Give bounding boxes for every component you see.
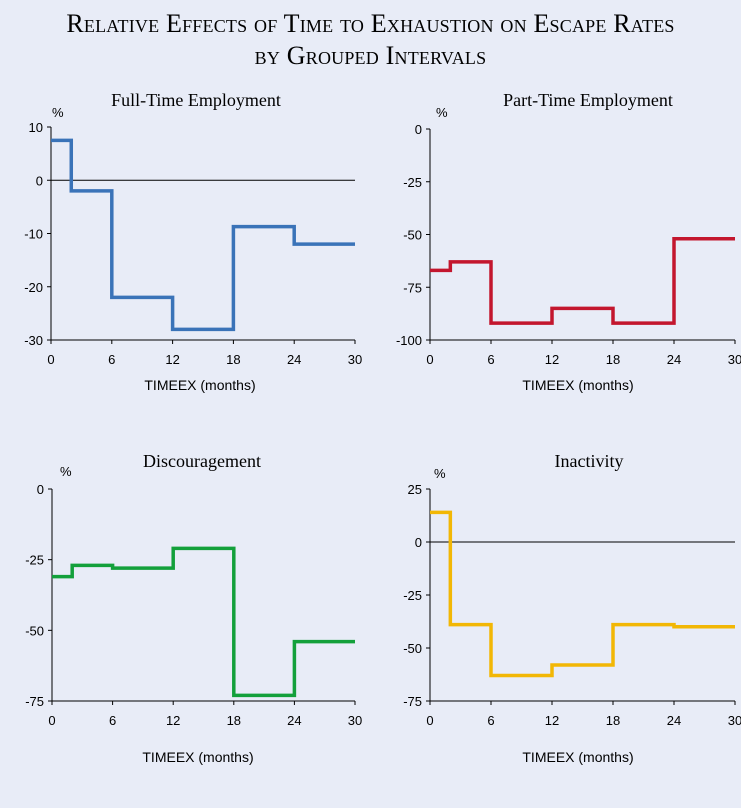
x-tick-label: 0 [426,352,433,367]
chart-part-time: Part-Time Employment% 0 -25 -50 -75 -100 0 6 12 1… [396,90,741,393]
y-tick-label: -50 [403,641,422,656]
x-tick-label: 18 [227,713,241,728]
y-tick-label: -30 [24,333,43,348]
y-unit-label: % [436,105,448,120]
chart-discouragement: Discouragement% 0 -25 -50 -75 0 6 12 18 24 30 TIMEE… [25,451,362,765]
x-tick-label: 0 [47,352,54,367]
x-tick-label: 0 [426,713,433,728]
y-tick-label: 25 [408,482,422,497]
x-tick-label: 30 [728,352,741,367]
y-unit-label: % [52,105,64,120]
page-title-line1: Relative Effects of Time to Exhaustion o… [66,9,675,38]
y-tick-label: -100 [396,333,422,348]
x-tick-label: 6 [487,352,494,367]
y-tick-label: 0 [415,535,422,550]
x-axis-label: TIMEEX (months) [522,377,633,393]
y-tick-label: 0 [415,122,422,137]
y-tick-label: -10 [24,227,43,242]
x-tick-label: 18 [606,713,620,728]
page-title-line2: by Grouped Intervals [254,41,487,70]
chart-inactivity: Inactivity% 25 0 -25 -50 -75 0 6 12 18 24 30 TIMEEX … [403,451,741,765]
series-line [430,236,735,325]
x-tick-label: 30 [728,713,741,728]
y-tick-label: -20 [24,280,43,295]
x-tick-label: 12 [545,352,559,367]
y-tick-label: 0 [36,173,43,188]
chart-full-time: Full-Time Employment% 10 0 -10 -20 -30 0 6 12 18 2… [24,90,362,393]
y-tick-label: -25 [403,588,422,603]
x-axis-label: TIMEEX (months) [144,377,255,393]
y-unit-label: % [60,464,72,479]
chart-title: Discouragement [143,451,261,471]
y-tick-label: 0 [37,482,44,497]
y-tick-label: 10 [29,120,43,135]
y-tick-label: -25 [25,553,44,568]
chart-title: Part-Time Employment [503,90,673,110]
x-tick-label: 24 [287,713,301,728]
x-tick-label: 24 [667,713,681,728]
chart-title: Full-Time Employment [111,90,281,110]
x-tick-label: 6 [109,713,116,728]
x-tick-label: 6 [487,713,494,728]
y-tick-label: -75 [403,694,422,709]
x-tick-label: 18 [606,352,620,367]
chart-title: Inactivity [555,451,624,471]
x-tick-label: 12 [165,352,179,367]
y-tick-label: -75 [403,280,422,295]
x-axis-label: TIMEEX (months) [142,749,253,765]
y-unit-label: % [434,466,446,481]
page-title: Relative Effects of Time to Exhaustion o… [0,8,741,72]
y-tick-label: -25 [403,175,422,190]
x-tick-label: 30 [348,713,362,728]
x-tick-label: 6 [108,352,115,367]
x-tick-label: 24 [287,352,301,367]
series-line [430,510,735,678]
x-tick-label: 30 [348,352,362,367]
x-tick-label: 12 [166,713,180,728]
series-line [51,138,355,332]
series-line [52,546,355,698]
x-tick-label: 0 [48,713,55,728]
x-tick-label: 24 [667,352,681,367]
y-tick-label: -50 [25,623,44,638]
x-axis-label: TIMEEX (months) [522,749,633,765]
x-tick-label: 12 [545,713,559,728]
y-tick-label: -50 [403,228,422,243]
x-tick-label: 18 [226,352,240,367]
y-tick-label: -75 [25,694,44,709]
